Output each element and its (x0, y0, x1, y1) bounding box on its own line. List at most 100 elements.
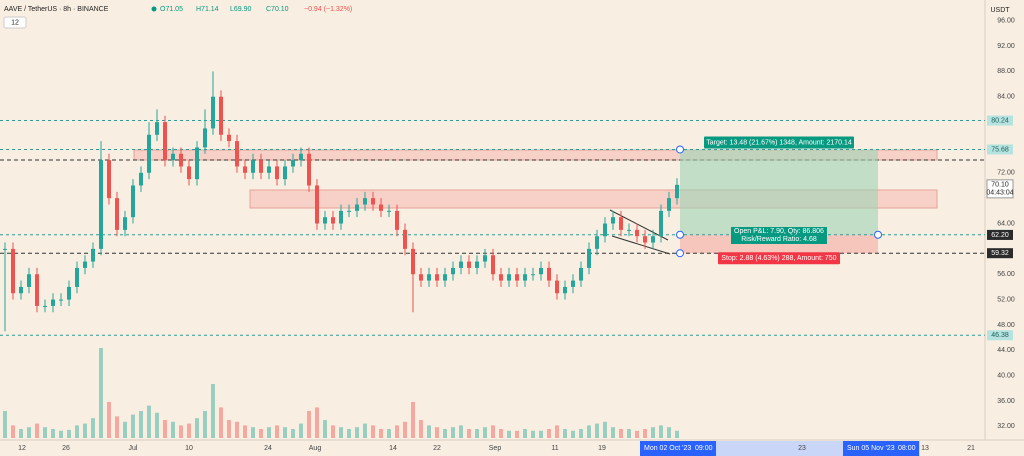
header-text: O71.05 (160, 6, 183, 13)
volume-bar (179, 425, 183, 438)
time-cursor-label: 09:00 (695, 445, 713, 452)
price-tick-label: 84.00 (997, 94, 1015, 101)
candle-body (579, 267, 583, 281)
volume-bar (635, 430, 639, 438)
time-tick-label: Aug (309, 445, 322, 452)
candle-body (371, 198, 375, 205)
price-tag: 46.38 (991, 332, 1009, 339)
candle-body (427, 274, 431, 281)
volume-bar (603, 421, 607, 438)
volume-bar (555, 425, 559, 438)
volume-bar (571, 430, 575, 438)
volume-bar (11, 425, 15, 438)
volume-bar (627, 429, 631, 438)
position-label-bg (704, 136, 854, 149)
position-label: Open P&L: 7.90, Qty: 86.806 (734, 228, 824, 235)
price-tick-label: 36.00 (997, 398, 1015, 405)
time-tick-label: 10 (185, 445, 193, 452)
candle-body (387, 210, 391, 212)
candle-body (179, 153, 183, 167)
candle-body (187, 166, 191, 180)
candle-body (499, 274, 503, 281)
volume-bar (467, 429, 471, 438)
price-tag: 70.10 (991, 182, 1009, 189)
handle (874, 230, 882, 239)
price-tick-label: 56.00 (997, 271, 1015, 278)
volume-bar (539, 430, 543, 438)
time-tick-label: 21 (967, 445, 975, 452)
time-tick-label: 19 (598, 445, 606, 452)
volume-bar (459, 425, 463, 438)
position-label: Stop: 2.88 (4.63%) 288, Amount: 750 (721, 255, 836, 262)
candle-body (419, 274, 423, 281)
time-tick-label: 23 (798, 445, 806, 452)
candle-body (147, 134, 151, 173)
volume-bar (59, 430, 63, 438)
candle-body (675, 184, 679, 199)
wedge-line (611, 235, 671, 255)
candle-body (27, 274, 31, 287)
volume-bar (187, 423, 191, 438)
price-tag-bg (987, 229, 1013, 240)
price-tick-label: 92.00 (997, 43, 1015, 50)
position-label: Risk/Reward Ratio: 4.68 (741, 236, 817, 243)
target-zone (680, 149, 878, 235)
volume-bar (443, 429, 447, 438)
volume-bar (171, 421, 175, 438)
volume-bar (411, 402, 415, 438)
volume-bar (131, 414, 135, 438)
wedge-line (609, 209, 669, 241)
candle-body (627, 229, 631, 231)
price-tag-bg (987, 115, 1013, 126)
time-cursor-bg (640, 441, 716, 456)
candle-body (275, 166, 279, 180)
price-tick-label: 52.00 (997, 296, 1015, 303)
time-tick-label: 13 (921, 445, 929, 452)
candle-body (571, 280, 575, 287)
candle-body (667, 198, 671, 211)
time-cursor-label: Mon 02 Oct '23 (644, 445, 691, 452)
candle-body (131, 185, 135, 218)
candle-body (99, 160, 103, 249)
candle-body (35, 274, 39, 306)
time-tick-label: 11 (551, 445, 558, 452)
handle (676, 230, 684, 239)
price-tick-label: 64.00 (997, 220, 1015, 227)
volume-bar (507, 430, 511, 438)
volume-bar (147, 405, 151, 438)
position-label-bg (718, 252, 840, 265)
volume-bar (515, 430, 519, 438)
candle-body (467, 261, 471, 268)
candle-body (195, 147, 199, 180)
candle-body (339, 210, 343, 224)
volume-bar (331, 425, 335, 438)
time-tick-label: 12 (18, 445, 26, 452)
indicator-toggle[interactable] (3, 16, 27, 29)
volume-bar (123, 421, 127, 438)
candle-body (283, 166, 287, 180)
candle-body (19, 286, 23, 294)
candle-body (83, 261, 87, 268)
candle-body (299, 153, 303, 161)
volume-bar (83, 423, 87, 438)
volume-bar (403, 421, 407, 438)
candle-body (355, 204, 359, 211)
price-tag-bg (987, 144, 1013, 155)
volume-bar (3, 411, 7, 438)
volume-bar (107, 402, 111, 438)
volume-bar (75, 425, 79, 438)
volume-bar (139, 411, 143, 438)
header-text: −0.94 (−1.32%) (304, 6, 352, 13)
volume-bar (91, 418, 95, 438)
price-tag-bg (987, 248, 1013, 259)
volume-bar (483, 427, 487, 438)
volume-bar (203, 411, 207, 438)
volume-bar (395, 425, 399, 438)
candle-body (323, 217, 327, 224)
candle-body (67, 286, 71, 300)
time-tick-label: Sep (489, 445, 502, 452)
candle-body (107, 160, 111, 199)
candle-body (91, 248, 95, 262)
candle-body (243, 166, 247, 173)
candle-body (531, 274, 535, 276)
